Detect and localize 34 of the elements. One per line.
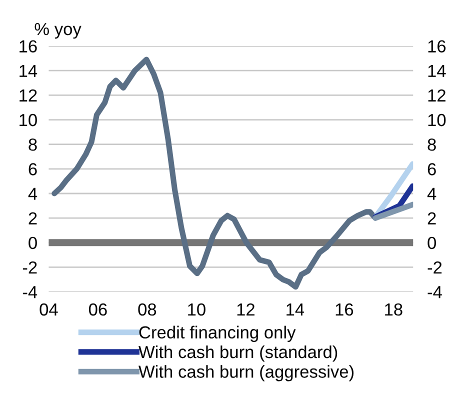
y2-tick-label: 12 (428, 89, 446, 102)
legend-label: Credit financing only (139, 326, 296, 342)
y2-tick-label: 2 (428, 212, 436, 224)
legend-label: With cash burn (aggressive) (138, 365, 354, 382)
y2-tick-label: 8 (428, 138, 436, 151)
x-tick-label: 12 (237, 303, 254, 316)
y2-tick-label: 0 (428, 236, 436, 250)
x-tick-label: 16 (336, 303, 354, 316)
x-tick-label: 06 (88, 303, 107, 316)
y2-tick-label: 10 (428, 114, 446, 126)
y-tick-label: 8 (28, 138, 37, 151)
y2-tick-label: 4 (427, 188, 436, 200)
y-tick-label: -4 (22, 286, 38, 298)
x-tick-label: 10 (188, 303, 206, 316)
y-tick-label: 16 (20, 40, 37, 52)
y-tick-label: -2 (22, 261, 37, 274)
y2-tick-label: -2 (428, 261, 442, 274)
y-tick-label: 0 (28, 236, 37, 250)
y2-tick-label: 16 (428, 40, 446, 52)
y-tick-label: 2 (28, 212, 37, 224)
y-tick-label: 14 (20, 64, 38, 77)
legend-label: With cash burn (standard) (138, 345, 338, 362)
y-tick-label: 6 (28, 163, 37, 176)
y-axis-title: % yoy (34, 23, 82, 39)
x-tick-label: 14 (286, 304, 304, 316)
y2-tick-label: 6 (428, 163, 436, 176)
y-tick-label: 12 (20, 89, 37, 102)
x-tick-label: 18 (385, 303, 402, 316)
y-tick-label: 4 (28, 188, 38, 200)
y2-tick-label: 14 (428, 64, 446, 77)
x-tick-label: 08 (138, 303, 156, 316)
y2-tick-label: -4 (428, 286, 442, 298)
y-tick-label: 10 (20, 114, 37, 126)
x-tick-label: 04 (40, 303, 58, 316)
